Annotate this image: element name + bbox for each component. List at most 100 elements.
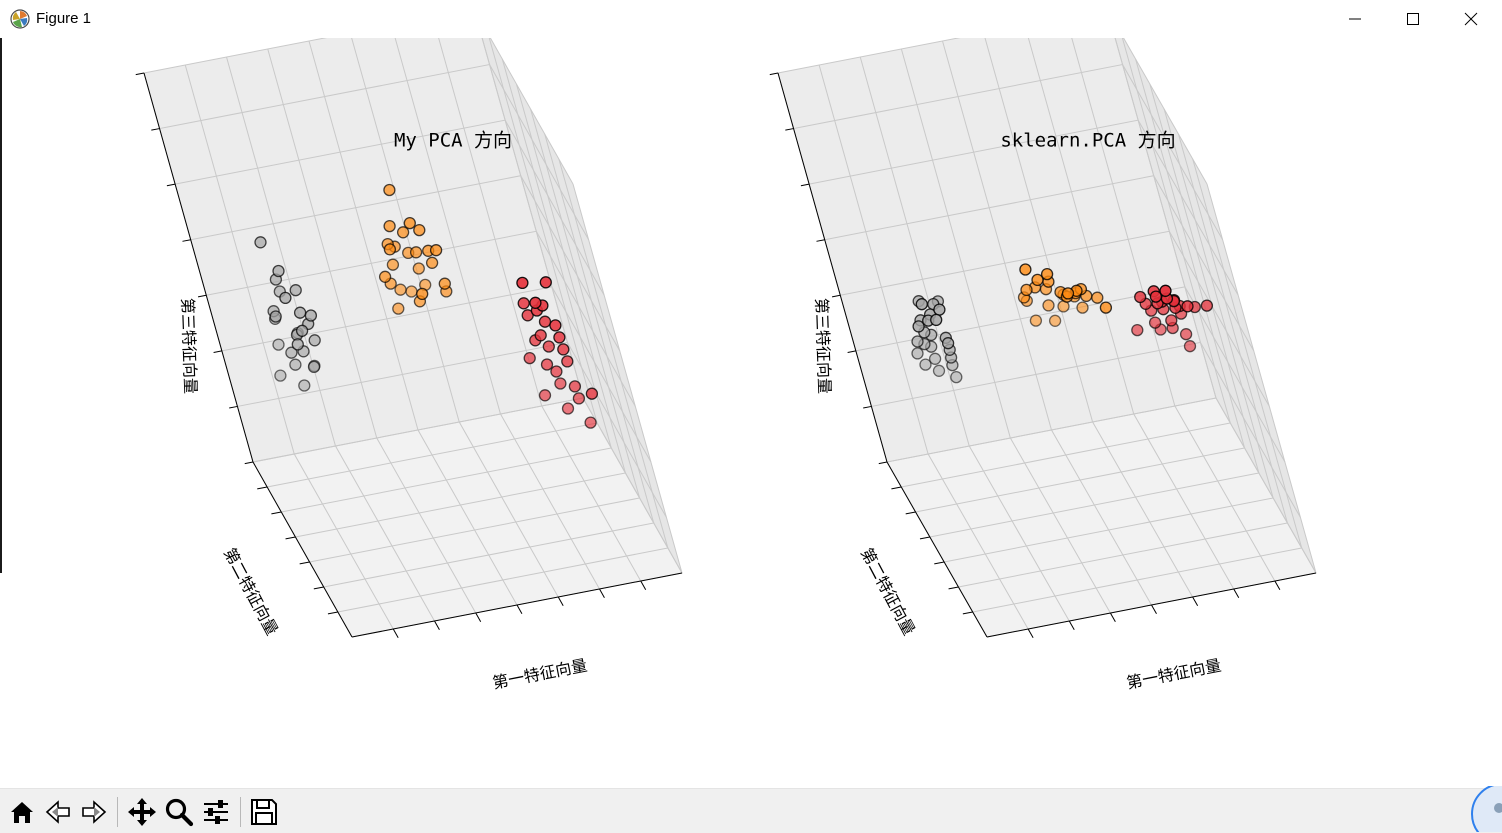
toolbar-separator [117, 797, 118, 827]
maximize-icon [1407, 13, 1419, 25]
data-point-cluster_2 [554, 377, 567, 390]
back-button[interactable] [41, 795, 75, 829]
data-point-cluster_0 [269, 310, 282, 323]
data-point-cluster_0 [298, 379, 311, 392]
data-point-cluster_2 [1131, 323, 1144, 337]
data-point-cluster_0 [295, 324, 309, 337]
data-point-cluster_1 [413, 223, 426, 237]
floppy-disk-icon [251, 799, 277, 825]
configure-subplots-button[interactable] [199, 795, 233, 829]
window-titlebar[interactable]: Figure 1 [0, 0, 1502, 38]
data-point-cluster_1 [1048, 314, 1062, 327]
data-point-cluster_1 [396, 226, 410, 239]
data-point-cluster_0 [254, 236, 267, 249]
data-point-cluster_0 [941, 337, 955, 350]
pan-button[interactable] [125, 795, 159, 829]
data-point-cluster_2 [538, 389, 552, 402]
data-point-cluster_0 [293, 306, 307, 319]
sliders-icon [204, 800, 228, 824]
data-point-cluster_0 [911, 335, 924, 348]
data-point-cluster_2 [1181, 300, 1194, 313]
data-point-cluster_1 [1029, 314, 1043, 327]
data-point-cluster_0 [274, 369, 287, 382]
gridline-z [793, 64, 1224, 240]
maximize-button[interactable] [1384, 0, 1442, 38]
z-tick [229, 405, 238, 409]
z-tick [213, 350, 222, 353]
data-point-cluster_0 [304, 309, 318, 322]
close-icon [1464, 12, 1478, 26]
minimize-button[interactable] [1326, 0, 1384, 38]
data-point-cluster_0 [950, 370, 963, 384]
x-tick [516, 604, 523, 614]
minimize-icon [1349, 18, 1361, 20]
data-point-cluster_0 [915, 298, 928, 311]
z-axis-label: 第三特征向量 [812, 298, 834, 395]
data-point-cluster_2 [539, 276, 552, 289]
z-tick [847, 350, 856, 353]
data-point-cluster_2 [516, 276, 529, 290]
y-tick [271, 511, 282, 515]
data-point-cluster_1 [1031, 273, 1044, 287]
data-point-cluster_2 [549, 319, 562, 332]
y-tick [905, 511, 916, 515]
chart-title: My PCA 方向 [394, 130, 512, 152]
magnifier-icon [165, 798, 194, 827]
data-point-cluster_0 [919, 358, 932, 371]
data-point-cluster_1 [425, 256, 439, 269]
chart-title: sklearn.PCA 方向 [1000, 130, 1175, 152]
window-left-border [0, 38, 2, 573]
data-point-cluster_0 [285, 346, 298, 359]
data-point-cluster_2 [550, 365, 563, 378]
z-tick [800, 183, 810, 187]
y-tick [962, 611, 973, 615]
data-point-cluster_2 [568, 380, 582, 393]
data-point-cluster_1 [378, 270, 392, 283]
assistant-floating-icon[interactable] [1466, 786, 1502, 832]
y-tick [299, 561, 310, 565]
data-point-cluster_1 [386, 258, 400, 271]
y-tick [285, 536, 296, 540]
gridline-z [824, 175, 1255, 351]
y-axis-label: 第二特征向量 [220, 545, 282, 639]
z-axis-line [777, 72, 888, 463]
data-point-cluster_0 [272, 264, 285, 278]
data-point-cluster_0 [279, 291, 292, 305]
data-point-cluster_1 [1042, 299, 1055, 312]
z-tick [831, 294, 841, 298]
z-tick [151, 128, 160, 131]
data-point-cluster_1 [416, 287, 429, 301]
x-tick [1233, 588, 1240, 598]
data-point-cluster_2 [540, 358, 554, 371]
data-point-cluster_2 [561, 402, 575, 415]
data-point-cluster_1 [429, 244, 443, 257]
zoom-button[interactable] [162, 795, 196, 829]
gridline-z [175, 119, 605, 296]
data-point-cluster_1 [1020, 283, 1033, 297]
gridline-z [809, 119, 1239, 296]
data-point-cluster_1 [1040, 267, 1054, 281]
close-button[interactable] [1442, 0, 1500, 38]
y-axis-line [886, 461, 988, 638]
y-tick [327, 611, 338, 615]
data-point-cluster_2 [534, 329, 547, 342]
data-point-cluster_2 [561, 355, 574, 368]
z-tick [166, 183, 176, 187]
data-point-cluster_0 [272, 338, 285, 351]
move-icon [128, 798, 156, 826]
forward-button[interactable] [77, 795, 111, 829]
y-tick [313, 586, 324, 590]
save-button[interactable] [247, 795, 281, 829]
x-tick [1151, 604, 1157, 614]
home-button[interactable] [5, 795, 39, 829]
x-tick [599, 588, 605, 598]
back-pane [144, 38, 583, 462]
gridline-z [237, 341, 667, 518]
data-point-cluster_2 [1179, 328, 1193, 341]
x-tick [640, 580, 647, 590]
x-tick [475, 612, 482, 622]
data-point-cluster_0 [928, 352, 942, 365]
